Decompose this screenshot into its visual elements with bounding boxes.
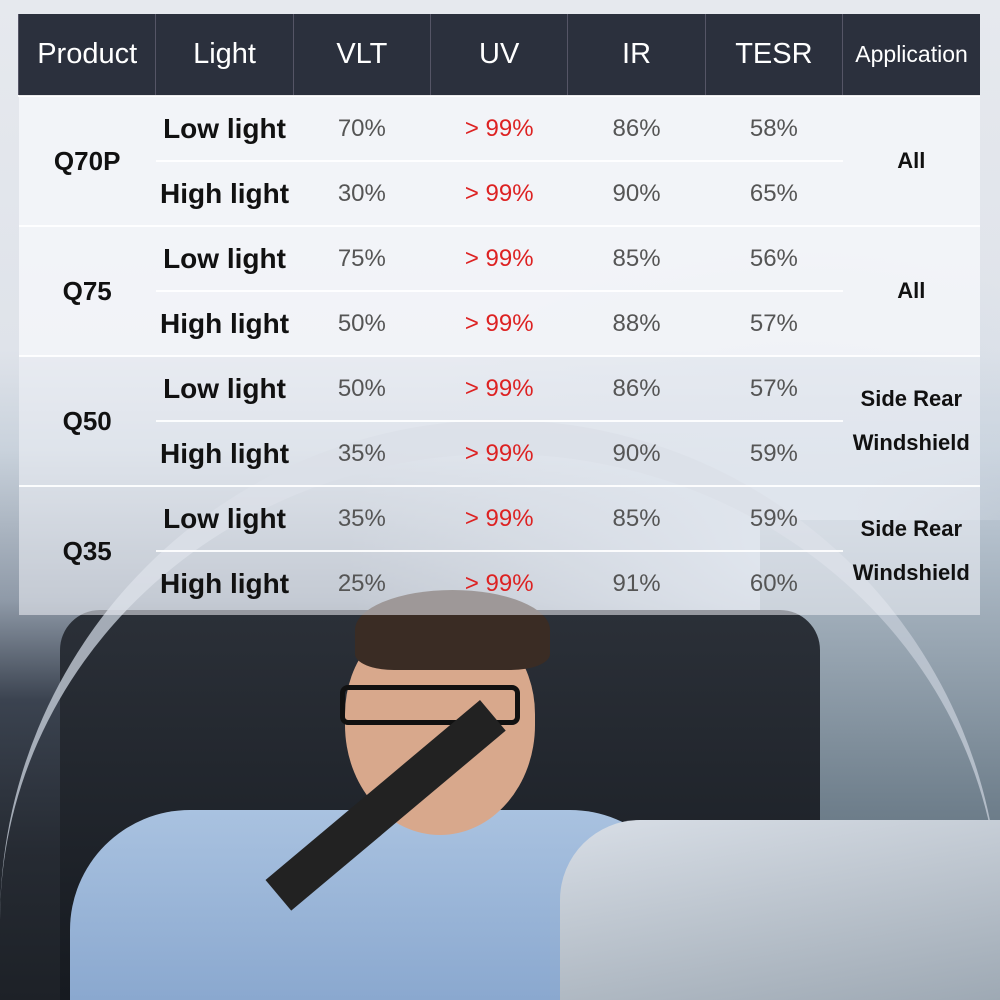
uv-value: > 99% (430, 225, 568, 291)
uv-value: > 99% (430, 95, 568, 161)
ir-value: 90% (567, 420, 706, 486)
ir-value: 90% (567, 160, 706, 226)
vlt-value: 35% (293, 485, 431, 551)
driver-glasses (340, 685, 520, 725)
application-line: Side Rear (860, 516, 963, 541)
product-spec-table: Product Light VLT UV IR TESR Application… (17, 14, 981, 615)
uv-value: > 99% (430, 355, 568, 421)
uv-value: > 99% (430, 550, 568, 615)
table-row: Q35 Low light 35% > 99% 85% 59% Side Rear Winds… (18, 485, 980, 615)
application-line: Windshield (852, 430, 970, 455)
vlt-value: 70% (293, 95, 431, 161)
ir-value: 86% (567, 95, 706, 161)
table-row: High light 35% > 99% 90% 59% (19, 420, 981, 486)
application-line: Side Rear (860, 386, 963, 411)
tesr-value: 57% (705, 355, 843, 421)
tesr-value: 58% (705, 95, 843, 161)
ir-value: 88% (567, 290, 706, 356)
application-value: Side Rear Windshield (842, 485, 980, 615)
table-row: High light 50% > 99% 88% 57% (19, 290, 981, 356)
uv-value: > 99% (430, 420, 568, 486)
product-name: Q75 (18, 225, 156, 356)
light-condition: Low light (155, 95, 294, 161)
vlt-value: 50% (293, 290, 431, 356)
vlt-value: 75% (293, 225, 431, 291)
tesr-value: 59% (705, 420, 843, 486)
light-condition: High light (155, 290, 294, 356)
ir-value: 91% (567, 550, 706, 615)
table-row: Q50 Low light 50% > 99% 86% 57% Side Rear Winds… (18, 355, 980, 486)
header-light: Light (155, 14, 294, 96)
header-ir: IR (567, 14, 706, 96)
table-row: High light 25% > 99% 91% 60% (19, 550, 981, 615)
light-condition: Low light (155, 485, 294, 551)
light-condition: High light (155, 420, 294, 486)
ir-value: 85% (567, 485, 706, 551)
header-uv: UV (430, 14, 568, 96)
table-row: Q70P Low light 70% > 99% 86% 58% All (18, 95, 980, 226)
light-condition: High light (155, 550, 294, 615)
tesr-value: 65% (705, 160, 843, 226)
uv-value: > 99% (430, 290, 568, 356)
uv-value: > 99% (430, 160, 568, 226)
vlt-value: 30% (293, 160, 431, 226)
vlt-value: 50% (293, 355, 431, 421)
light-condition: Low light (155, 355, 294, 421)
product-name: Q35 (18, 485, 156, 615)
light-condition: High light (155, 160, 294, 226)
table-row: High light 30% > 99% 90% 65% (19, 160, 981, 226)
product-name: Q70P (18, 95, 156, 226)
vlt-value: 25% (293, 550, 431, 615)
ir-value: 85% (567, 225, 706, 291)
tesr-value: 56% (705, 225, 843, 291)
header-product: Product (17, 14, 156, 96)
vlt-value: 35% (293, 420, 431, 486)
product-name: Q50 (18, 355, 156, 486)
uv-value: > 99% (430, 485, 568, 551)
light-condition: Low light (155, 225, 294, 291)
ir-value: 86% (567, 355, 706, 421)
tesr-value: 57% (705, 290, 843, 356)
header-row: Product Light VLT UV IR TESR Application (17, 14, 980, 96)
table-row: Q75 Low light 75% > 99% 85% 56% All (18, 225, 980, 356)
application-value: All (842, 95, 980, 226)
header-application: Application (842, 14, 980, 96)
application-value: Side Rear Windshield (842, 355, 980, 486)
application-value: All (842, 225, 980, 356)
application-line: Windshield (852, 560, 970, 585)
header-vlt: VLT (292, 14, 431, 96)
header-tesr: TESR (704, 14, 843, 96)
tesr-value: 59% (705, 485, 843, 551)
tesr-value: 60% (705, 550, 843, 615)
car-door (560, 820, 1000, 1000)
